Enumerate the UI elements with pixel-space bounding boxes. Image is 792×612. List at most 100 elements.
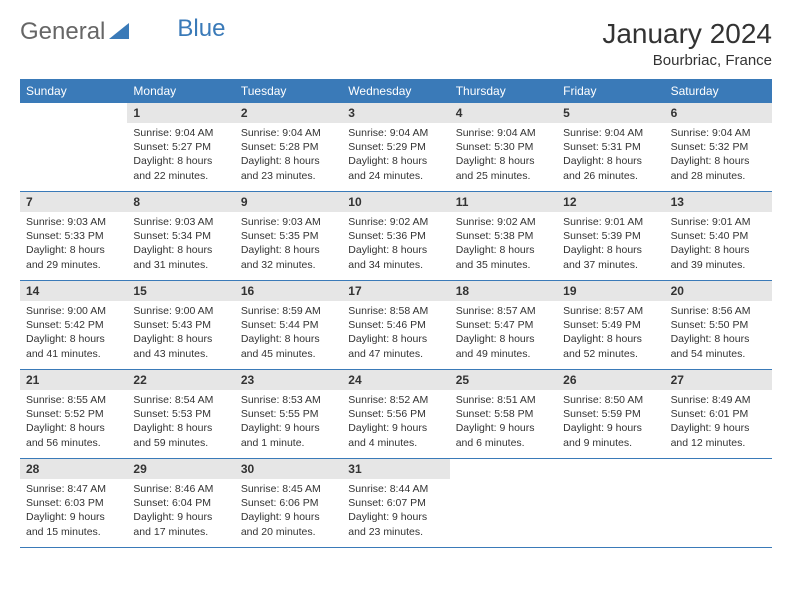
calendar-week: 1Sunrise: 9:04 AMSunset: 5:27 PMDaylight…: [20, 103, 772, 192]
daylight-text-2: and 25 minutes.: [456, 169, 551, 183]
daylight-text-2: and 6 minutes.: [456, 436, 551, 450]
calendar-week: 21Sunrise: 8:55 AMSunset: 5:52 PMDayligh…: [20, 370, 772, 459]
daylight-text-1: Daylight: 9 hours: [456, 421, 551, 435]
sunset-text: Sunset: 5:31 PM: [563, 140, 658, 154]
sun-data: Sunrise: 9:04 AMSunset: 5:27 PMDaylight:…: [127, 123, 234, 185]
sunrise-text: Sunrise: 9:04 AM: [348, 126, 443, 140]
day-number: 24: [342, 370, 449, 390]
sunset-text: Sunset: 5:53 PM: [133, 407, 228, 421]
daylight-text-2: and 22 minutes.: [133, 169, 228, 183]
sunrise-text: Sunrise: 9:04 AM: [241, 126, 336, 140]
calendar-day: 22Sunrise: 8:54 AMSunset: 5:53 PMDayligh…: [127, 370, 234, 458]
sunset-text: Sunset: 5:52 PM: [26, 407, 121, 421]
daylight-text-2: and 35 minutes.: [456, 258, 551, 272]
sunrise-text: Sunrise: 9:01 AM: [563, 215, 658, 229]
day-number: 8: [127, 192, 234, 212]
sun-data: Sunrise: 8:56 AMSunset: 5:50 PMDaylight:…: [665, 301, 772, 363]
sunrise-text: Sunrise: 8:56 AM: [671, 304, 766, 318]
day-number: 3: [342, 103, 449, 123]
daylight-text-2: and 20 minutes.: [241, 525, 336, 539]
daylight-text-1: Daylight: 9 hours: [26, 510, 121, 524]
sunrise-text: Sunrise: 9:04 AM: [563, 126, 658, 140]
sunset-text: Sunset: 5:29 PM: [348, 140, 443, 154]
daylight-text-2: and 34 minutes.: [348, 258, 443, 272]
day-number: 27: [665, 370, 772, 390]
calendar-grid: 1Sunrise: 9:04 AMSunset: 5:27 PMDaylight…: [20, 103, 772, 548]
sunset-text: Sunset: 5:40 PM: [671, 229, 766, 243]
sunrise-text: Sunrise: 9:02 AM: [348, 215, 443, 229]
calendar-day: 12Sunrise: 9:01 AMSunset: 5:39 PMDayligh…: [557, 192, 664, 280]
daylight-text-2: and 24 minutes.: [348, 169, 443, 183]
sunset-text: Sunset: 6:07 PM: [348, 496, 443, 510]
dow-sunday: Sunday: [20, 79, 127, 103]
day-number: 23: [235, 370, 342, 390]
sunrise-text: Sunrise: 8:49 AM: [671, 393, 766, 407]
sunrise-text: Sunrise: 9:03 AM: [241, 215, 336, 229]
calendar-week: 28Sunrise: 8:47 AMSunset: 6:03 PMDayligh…: [20, 459, 772, 548]
sunrise-text: Sunrise: 8:46 AM: [133, 482, 228, 496]
header: General Blue January 2024 Bourbriac, Fra…: [20, 18, 772, 69]
sunset-text: Sunset: 5:55 PM: [241, 407, 336, 421]
sunrise-text: Sunrise: 8:54 AM: [133, 393, 228, 407]
sunset-text: Sunset: 6:04 PM: [133, 496, 228, 510]
title-block: January 2024 Bourbriac, France: [602, 18, 772, 69]
day-number: 11: [450, 192, 557, 212]
daylight-text-2: and 54 minutes.: [671, 347, 766, 361]
dow-wednesday: Wednesday: [342, 79, 449, 103]
daylight-text-2: and 12 minutes.: [671, 436, 766, 450]
sun-data: Sunrise: 9:01 AMSunset: 5:40 PMDaylight:…: [665, 212, 772, 274]
day-number: 26: [557, 370, 664, 390]
sun-data: Sunrise: 9:04 AMSunset: 5:29 PMDaylight:…: [342, 123, 449, 185]
daylight-text-2: and 52 minutes.: [563, 347, 658, 361]
page-title: January 2024: [602, 18, 772, 50]
sunrise-text: Sunrise: 8:55 AM: [26, 393, 121, 407]
sun-data: Sunrise: 8:57 AMSunset: 5:47 PMDaylight:…: [450, 301, 557, 363]
sun-data: Sunrise: 9:03 AMSunset: 5:35 PMDaylight:…: [235, 212, 342, 274]
daylight-text-2: and 45 minutes.: [241, 347, 336, 361]
calendar-day: 6Sunrise: 9:04 AMSunset: 5:32 PMDaylight…: [665, 103, 772, 191]
dow-thursday: Thursday: [450, 79, 557, 103]
daylight-text-2: and 49 minutes.: [456, 347, 551, 361]
day-of-week-header: Sunday Monday Tuesday Wednesday Thursday…: [20, 79, 772, 103]
sunset-text: Sunset: 5:42 PM: [26, 318, 121, 332]
calendar-day: 2Sunrise: 9:04 AMSunset: 5:28 PMDaylight…: [235, 103, 342, 191]
calendar-day: 23Sunrise: 8:53 AMSunset: 5:55 PMDayligh…: [235, 370, 342, 458]
day-number: 29: [127, 459, 234, 479]
sun-data: Sunrise: 8:49 AMSunset: 6:01 PMDaylight:…: [665, 390, 772, 452]
dow-friday: Friday: [557, 79, 664, 103]
daylight-text-2: and 37 minutes.: [563, 258, 658, 272]
sun-data: Sunrise: 9:00 AMSunset: 5:42 PMDaylight:…: [20, 301, 127, 363]
calendar-week: 14Sunrise: 9:00 AMSunset: 5:42 PMDayligh…: [20, 281, 772, 370]
daylight-text-2: and 43 minutes.: [133, 347, 228, 361]
sunset-text: Sunset: 5:32 PM: [671, 140, 766, 154]
sunrise-text: Sunrise: 8:51 AM: [456, 393, 551, 407]
calendar-day: 26Sunrise: 8:50 AMSunset: 5:59 PMDayligh…: [557, 370, 664, 458]
calendar-day: [20, 103, 127, 191]
calendar-day: 25Sunrise: 8:51 AMSunset: 5:58 PMDayligh…: [450, 370, 557, 458]
sunset-text: Sunset: 5:27 PM: [133, 140, 228, 154]
calendar-day: 13Sunrise: 9:01 AMSunset: 5:40 PMDayligh…: [665, 192, 772, 280]
daylight-text-2: and 31 minutes.: [133, 258, 228, 272]
day-number: 15: [127, 281, 234, 301]
sun-data: Sunrise: 8:46 AMSunset: 6:04 PMDaylight:…: [127, 479, 234, 541]
calendar-day: [665, 459, 772, 547]
calendar-day: 4Sunrise: 9:04 AMSunset: 5:30 PMDaylight…: [450, 103, 557, 191]
sun-data: Sunrise: 9:04 AMSunset: 5:32 PMDaylight:…: [665, 123, 772, 185]
daylight-text-1: Daylight: 8 hours: [26, 243, 121, 257]
daylight-text-1: Daylight: 8 hours: [133, 243, 228, 257]
sunrise-text: Sunrise: 8:44 AM: [348, 482, 443, 496]
sunset-text: Sunset: 6:01 PM: [671, 407, 766, 421]
sunrise-text: Sunrise: 8:50 AM: [563, 393, 658, 407]
daylight-text-2: and 26 minutes.: [563, 169, 658, 183]
calendar-day: 24Sunrise: 8:52 AMSunset: 5:56 PMDayligh…: [342, 370, 449, 458]
sunrise-text: Sunrise: 8:59 AM: [241, 304, 336, 318]
daylight-text-1: Daylight: 9 hours: [241, 421, 336, 435]
sunrise-text: Sunrise: 8:57 AM: [456, 304, 551, 318]
daylight-text-2: and 56 minutes.: [26, 436, 121, 450]
daylight-text-2: and 59 minutes.: [133, 436, 228, 450]
daylight-text-2: and 1 minute.: [241, 436, 336, 450]
daylight-text-1: Daylight: 8 hours: [241, 243, 336, 257]
daylight-text-1: Daylight: 9 hours: [671, 421, 766, 435]
calendar-day: 16Sunrise: 8:59 AMSunset: 5:44 PMDayligh…: [235, 281, 342, 369]
daylight-text-2: and 47 minutes.: [348, 347, 443, 361]
